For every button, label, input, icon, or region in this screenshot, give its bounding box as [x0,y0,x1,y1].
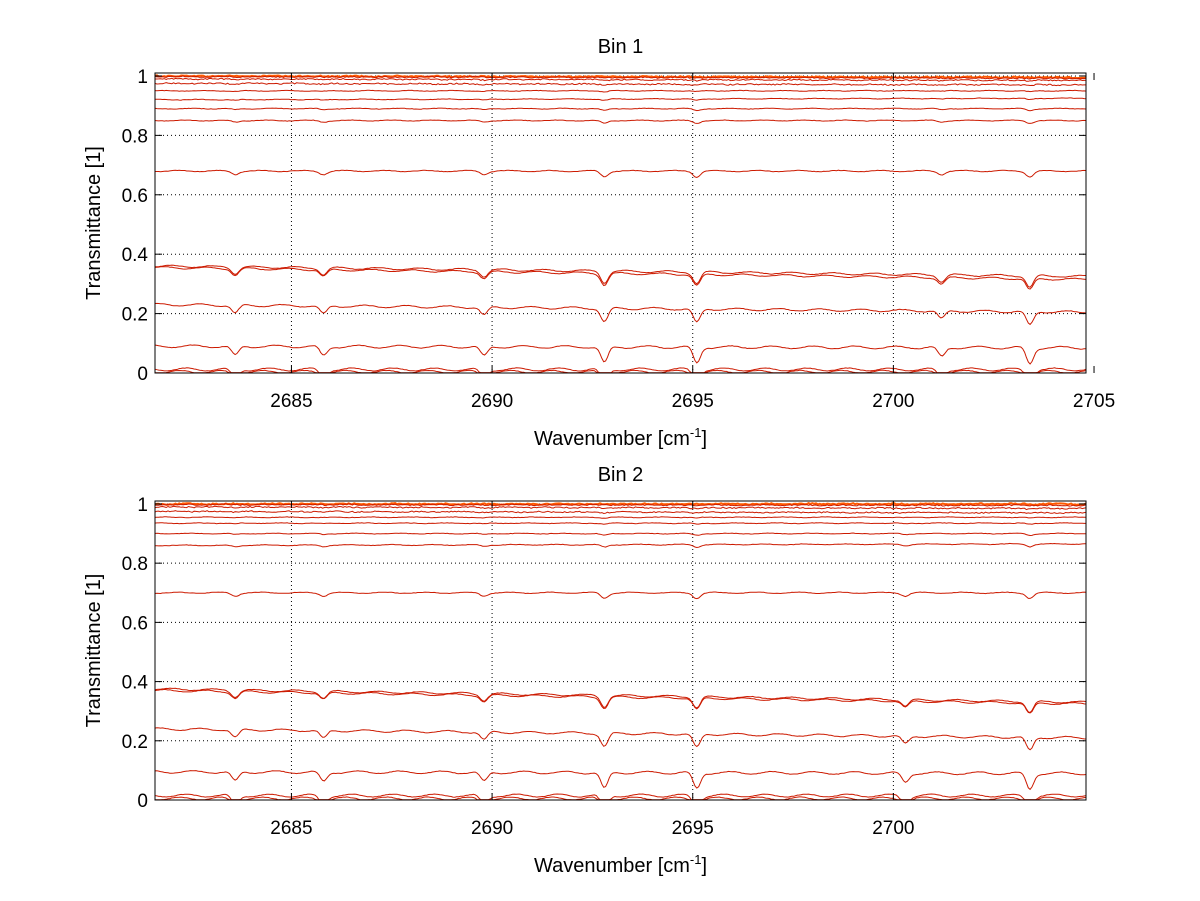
series-line [154,727,1087,751]
chart-title: Bin 1 [598,36,644,58]
y-tick-label: 0.2 [122,732,148,753]
x-tick-label: 2695 [672,818,714,839]
axes-frame [154,72,1087,374]
y-tick-label: 0.8 [122,126,148,147]
x-tick-labels: 2685 2690 2695 2700 2705 [270,391,1115,412]
y-tick-label: 0.6 [122,613,148,634]
series-line [155,369,1087,374]
y-axis-label: Transmittance [1] [83,574,105,728]
series-line [154,89,1087,93]
series-line [154,344,1087,365]
chart-bin-2: 2685 2690 2695 2700 0 0.2 0.4 0.6 0.8 1 Bin 2 Wa… [83,464,1087,877]
series-line [154,510,1087,515]
series-line [155,169,1087,179]
x-axis-label: Wavenumber [cm-1] [534,425,707,450]
chart-bin-1: 2685 2690 2695 2700 2705 0 0.2 0.4 0.6 0.8 1 Bin … [83,36,1115,450]
y-tick-label: 0 [137,791,148,812]
series-line [154,793,1087,801]
y-tick-label: 0.4 [122,245,149,266]
series-line [154,516,1086,519]
series-line [155,264,1086,288]
x-tick-labels: 2685 2690 2695 2700 [270,818,914,839]
series-line [154,688,1087,714]
series-line [154,687,1087,714]
series-line [154,505,1087,511]
series-line [154,302,1087,326]
y-tick-label: 0.6 [122,186,148,207]
y-tick-labels: 0 0.2 0.4 0.6 0.8 1 [122,67,149,385]
x-tick-label: 2690 [471,818,513,839]
series-line [154,501,1087,506]
series-lines [154,74,1087,374]
y-axis-label: Transmittance [1] [83,146,105,300]
series-line [154,107,1087,112]
tick-marks [155,73,1095,374]
series-line [154,367,1087,374]
x-tick-label: 2685 [270,391,312,412]
series-line [155,97,1087,101]
y-tick-label: 0 [137,364,148,385]
y-tick-label: 1 [137,67,148,88]
x-tick-label: 2685 [270,818,312,839]
series-line [154,522,1086,525]
y-tick-label: 0.2 [122,305,148,326]
series-line [154,75,1087,80]
series-line [154,82,1086,87]
series-line [154,503,1087,507]
y-tick-label: 0.8 [122,554,148,575]
x-tick-label: 2700 [872,391,914,412]
x-tick-label: 2695 [672,391,714,412]
series-line [154,591,1087,600]
y-tick-label: 0.4 [122,673,149,694]
x-tick-label: 2690 [471,391,513,412]
y-tick-label: 1 [137,495,148,516]
y-tick-labels: 0 0.2 0.4 0.6 0.8 1 [122,495,149,812]
axes-frame [154,500,1087,801]
series-line [154,532,1086,537]
x-tick-label: 2705 [1073,391,1115,412]
x-axis-label: Wavenumber [cm-1] [534,852,707,877]
chart-title: Bin 2 [598,464,644,486]
series-line [154,266,1087,290]
series-line [154,119,1087,124]
x-tick-label: 2700 [872,818,914,839]
series-line [154,770,1087,791]
tick-marks [155,501,1086,801]
series-lines [154,501,1087,801]
series-line [155,77,1087,82]
series-line [155,542,1086,549]
